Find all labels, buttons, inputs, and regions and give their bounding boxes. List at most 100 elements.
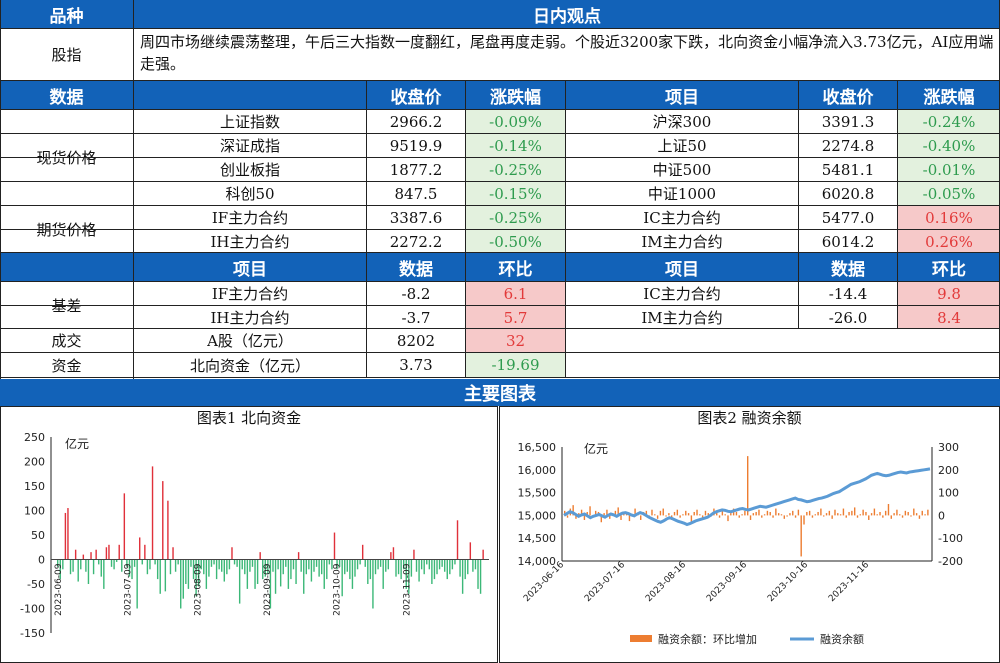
- bar: [85, 559, 87, 572]
- bar: [890, 515, 892, 519]
- bar: [727, 515, 729, 522]
- bar: [479, 559, 482, 594]
- bar: [828, 510, 831, 516]
- bar: [572, 505, 574, 516]
- bar: [146, 559, 149, 575]
- y-tick-label: 0: [38, 554, 45, 567]
- bar: [811, 515, 814, 518]
- bar: [197, 559, 200, 587]
- bar: [823, 515, 825, 517]
- grid-line: [0, 377, 1000, 378]
- bar: [477, 559, 479, 589]
- bar: [418, 559, 420, 582]
- x-tick-label: 2023-08-16: [644, 560, 688, 604]
- bar: [716, 511, 718, 516]
- bar: [136, 559, 138, 609]
- capital-label: 资金: [51, 356, 82, 375]
- bar: [668, 513, 670, 516]
- bar: [108, 544, 110, 560]
- spot-name-right: 中证1000: [647, 185, 717, 203]
- bar: [856, 515, 859, 518]
- bar: [126, 559, 128, 567]
- bar: [803, 515, 805, 525]
- bar: [110, 559, 113, 567]
- bar: [834, 509, 836, 516]
- bar: [464, 559, 466, 580]
- y-tick-label: 200: [24, 456, 45, 469]
- bar: [472, 559, 474, 572]
- bar: [236, 559, 238, 567]
- spot-change-right: -0.40%: [898, 134, 1000, 157]
- y-tick-label: 14,500: [518, 532, 557, 545]
- bar: [451, 559, 454, 570]
- y-axis-title: 亿元: [65, 436, 89, 451]
- basis-hb-left: 5.7: [466, 306, 565, 329]
- bar: [893, 513, 895, 516]
- bar: [251, 559, 254, 567]
- bar: [820, 508, 822, 516]
- futures-name-left: IF主力合约: [211, 209, 289, 227]
- grid-line: [565, 81, 566, 377]
- grid-line: [897, 81, 898, 329]
- bar: [410, 559, 413, 577]
- bar: [461, 559, 464, 594]
- bar: [915, 513, 918, 516]
- bar: [351, 559, 354, 589]
- spot-change-left: -0.09%: [466, 110, 565, 133]
- bar: [80, 559, 82, 570]
- bar: [333, 532, 336, 560]
- bar: [297, 552, 300, 560]
- bar: [123, 493, 126, 560]
- bar: [308, 559, 310, 570]
- bar: [121, 559, 123, 572]
- bar: [755, 511, 757, 516]
- x-tick-label: 2023-09-09: [263, 563, 273, 616]
- bar: [474, 559, 477, 570]
- bar: [707, 513, 709, 516]
- x-tick-label: 2023-07-09: [124, 563, 134, 616]
- basis-name-left: IF主力合约: [211, 285, 289, 303]
- bar: [159, 559, 161, 594]
- bar: [687, 513, 690, 516]
- bar: [92, 559, 95, 575]
- basis-hb-right: 8.4: [898, 306, 1000, 329]
- bar: [208, 559, 210, 577]
- bar: [274, 559, 277, 594]
- bar: [761, 515, 763, 518]
- bar: [449, 559, 451, 575]
- spot-close-left: 2966.2: [389, 112, 443, 131]
- spot-name-right: 中证500: [652, 161, 712, 179]
- spot-close-right: 5481.1: [821, 160, 875, 179]
- spot-close-left: 847.5: [394, 184, 438, 203]
- bar: [766, 510, 769, 516]
- grid-line: [0, 133, 1000, 134]
- legend-label-line: 融资余额: [820, 632, 864, 646]
- grid-line: [0, 28, 1000, 29]
- bar: [67, 508, 69, 560]
- bar: [264, 559, 266, 577]
- basis-data-header-2: 数据: [799, 253, 897, 281]
- x-tick-label: 2023-10-09: [333, 563, 343, 616]
- bar: [377, 559, 379, 570]
- futures-name-left: IH主力合约: [210, 233, 290, 251]
- y-tick-label: 50: [31, 529, 45, 542]
- bar: [718, 515, 721, 518]
- bar: [609, 515, 611, 519]
- volume-name: A股（亿元）: [207, 332, 293, 350]
- y-tick-label: 15,500: [518, 487, 557, 500]
- bar: [924, 514, 926, 516]
- bar: [185, 559, 187, 584]
- bar: [443, 559, 446, 572]
- bar: [313, 559, 315, 572]
- x-tick-label: 2023-06-09: [54, 563, 64, 616]
- bar: [772, 515, 774, 518]
- spot-name-left: 创业板指: [219, 161, 280, 179]
- bar: [415, 559, 418, 572]
- grid-line: [366, 81, 367, 377]
- bar: [318, 559, 320, 577]
- bar: [564, 510, 566, 516]
- bar: [634, 508, 636, 516]
- spot-change-left: -0.25%: [466, 158, 565, 181]
- bar: [259, 552, 261, 560]
- bar: [887, 504, 890, 516]
